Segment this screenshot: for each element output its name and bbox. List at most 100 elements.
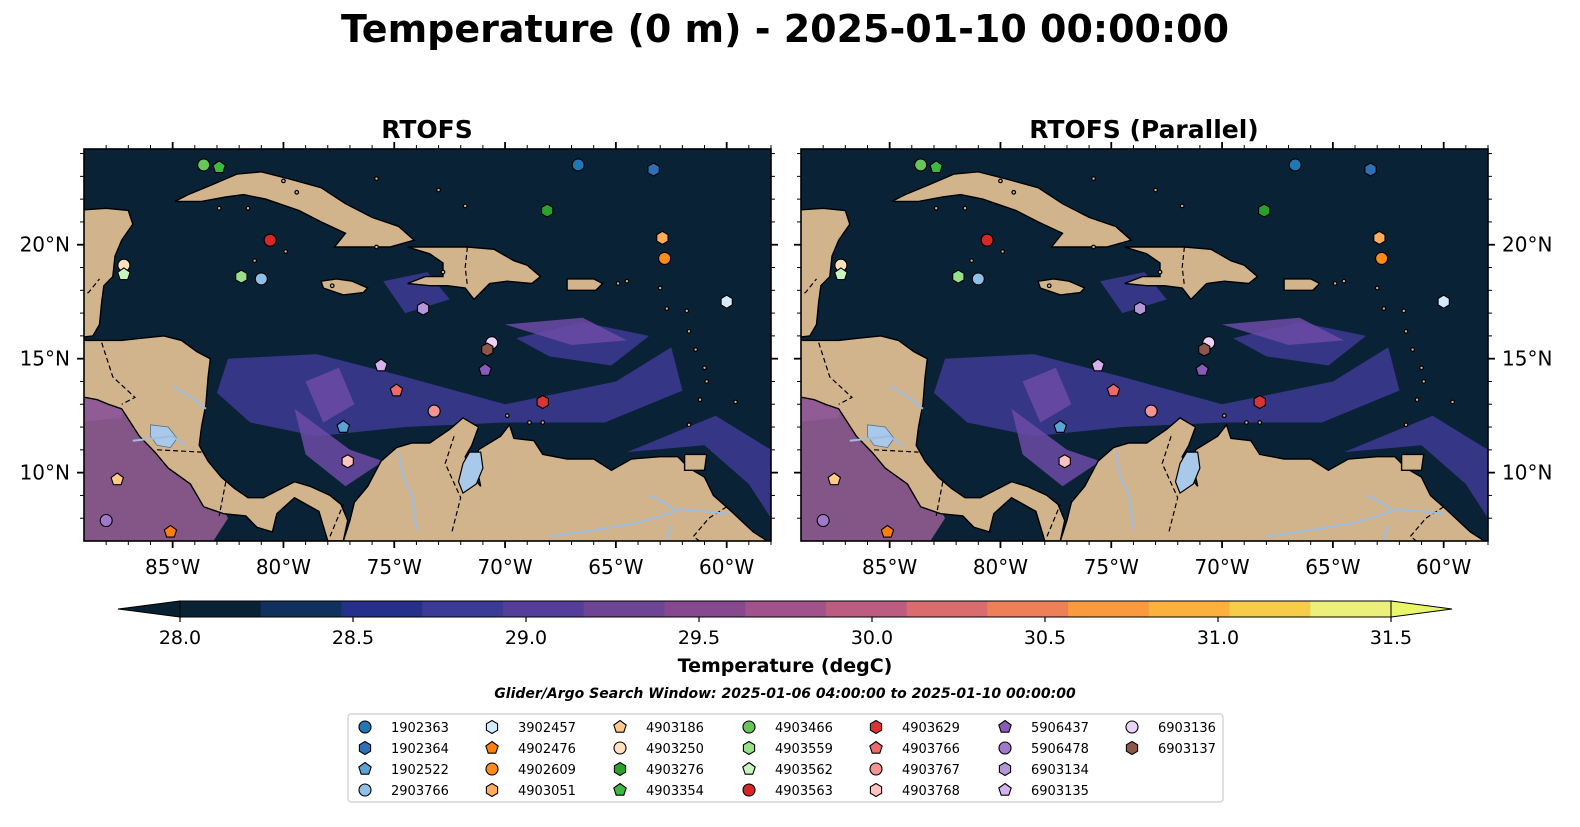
legend-label: 1902364 bbox=[391, 742, 449, 757]
float-marker-2903766[interactable] bbox=[254, 272, 268, 286]
float-marker-4903767[interactable] bbox=[1144, 404, 1158, 418]
float-marker-4903354[interactable] bbox=[929, 160, 943, 174]
lon-tick-label: 65°W bbox=[588, 555, 643, 579]
float-marker-5906437[interactable] bbox=[1195, 362, 1209, 376]
float-marker-4903563[interactable] bbox=[263, 233, 277, 247]
float-marker-3902457[interactable] bbox=[720, 294, 733, 309]
float-marker-4903768[interactable] bbox=[341, 454, 354, 469]
float-marker-4903276[interactable] bbox=[541, 203, 554, 218]
map-panel-rtofs[interactable]: 85°W 80°W 75°W 70°W 65°W 60°W 20°N 15°N 10°N bbox=[20, 133, 778, 579]
float-marker-4902476[interactable] bbox=[163, 524, 178, 538]
float-marker-4903766[interactable] bbox=[1106, 383, 1121, 397]
small-island bbox=[1419, 365, 1424, 371]
small-island bbox=[245, 205, 251, 211]
float-marker-1902363[interactable] bbox=[571, 158, 585, 172]
small-island bbox=[440, 269, 446, 275]
float-marker-1902522[interactable] bbox=[1053, 419, 1068, 433]
legend-item: 4903466 bbox=[742, 720, 833, 736]
small-island bbox=[733, 399, 738, 405]
legend-marker-1902363 bbox=[358, 720, 372, 734]
island-cuba bbox=[891, 171, 1133, 248]
float-marker-1902522[interactable] bbox=[336, 419, 351, 433]
small-island bbox=[1257, 420, 1263, 425]
small-island bbox=[684, 308, 690, 314]
float-marker-4902476[interactable] bbox=[880, 524, 895, 538]
legend-marker-4902476 bbox=[485, 740, 499, 754]
float-marker-4902609[interactable] bbox=[1375, 251, 1389, 265]
legend-marker-6903134 bbox=[998, 761, 1012, 777]
legend-marker-5906478 bbox=[998, 741, 1012, 755]
float-marker-4903562[interactable] bbox=[834, 267, 848, 281]
float-marker-1902363[interactable] bbox=[1288, 158, 1302, 172]
float-marker-4903766[interactable] bbox=[389, 383, 404, 397]
float-marker-6903137[interactable] bbox=[1198, 342, 1211, 357]
legend-item: 4903354 bbox=[613, 782, 704, 799]
float-marker-5906478[interactable] bbox=[816, 513, 830, 528]
colorbar-segment bbox=[422, 601, 504, 617]
float-marker-1902364[interactable] bbox=[647, 162, 660, 177]
axis-ticks bbox=[77, 142, 778, 548]
small-island bbox=[1403, 422, 1409, 428]
float-marker-4903562[interactable] bbox=[117, 267, 131, 281]
float-marker-1902364[interactable] bbox=[1364, 162, 1377, 177]
border-line bbox=[1181, 246, 1185, 286]
small-island bbox=[436, 187, 441, 193]
small-island bbox=[998, 178, 1003, 184]
float-marker-5906437[interactable] bbox=[478, 362, 492, 376]
float-marker-4903563[interactable] bbox=[980, 233, 994, 247]
small-island bbox=[1332, 281, 1338, 286]
landmass-yucatan bbox=[84, 207, 134, 338]
lon-tick-label: 60°W bbox=[699, 555, 754, 579]
float-marker-4902609[interactable] bbox=[658, 251, 672, 265]
float-marker-4903629[interactable] bbox=[536, 394, 549, 410]
lon-tick-label: 70°W bbox=[1194, 555, 1249, 579]
float-marker-6903135[interactable] bbox=[374, 358, 388, 372]
float-marker-6903134[interactable] bbox=[1133, 301, 1147, 316]
legend-item: 4903559 bbox=[742, 740, 833, 757]
float-marker-4903276[interactable] bbox=[1258, 203, 1271, 218]
float-marker-4903768[interactable] bbox=[1058, 454, 1071, 469]
float-marker-2903766[interactable] bbox=[971, 272, 985, 286]
river-line bbox=[1382, 524, 1390, 541]
river-line bbox=[665, 524, 673, 541]
river-line bbox=[648, 494, 677, 513]
float-marker-4903466[interactable] bbox=[197, 158, 211, 172]
border-line bbox=[818, 342, 854, 405]
legend-label: 4903767 bbox=[902, 763, 960, 778]
sst-region bbox=[505, 317, 627, 345]
float-marker-4903559[interactable] bbox=[235, 269, 248, 284]
float-marker-4903051[interactable] bbox=[656, 230, 669, 246]
island-jamaica bbox=[320, 278, 369, 296]
float-marker-4903051[interactable] bbox=[1373, 230, 1386, 246]
colorbar-tick-label: 31.0 bbox=[1197, 627, 1239, 649]
colorbar-tick-label: 30.0 bbox=[851, 627, 893, 649]
small-island bbox=[527, 420, 532, 425]
legend-label: 6903136 bbox=[1158, 721, 1216, 736]
float-marker-3902457[interactable] bbox=[1437, 294, 1450, 309]
lon-tick-label: 60°W bbox=[1416, 555, 1471, 579]
legend-marker-2903766 bbox=[358, 783, 372, 797]
float-marker-6903134[interactable] bbox=[416, 301, 430, 316]
small-island bbox=[1091, 244, 1096, 250]
float-marker-5906478[interactable] bbox=[99, 513, 113, 528]
float-marker-6903137[interactable] bbox=[481, 342, 494, 357]
float-marker-4903186[interactable] bbox=[827, 472, 842, 486]
map-panel-rtofs-parallel[interactable]: 85°W 80°W 75°W 70°W 65°W 60°W 20°N 15°N 10°N bbox=[790, 133, 1553, 579]
river-line bbox=[132, 435, 187, 447]
float-marker-4903186[interactable] bbox=[110, 472, 125, 486]
float-legend: 1902363 1902364 1902522 2903766 3902457 49024… bbox=[347, 713, 1224, 803]
float-marker-4903466[interactable] bbox=[914, 158, 928, 172]
float-marker-6903135[interactable] bbox=[1091, 358, 1105, 372]
float-marker-4903354[interactable] bbox=[212, 160, 226, 174]
lat-tick-label: 10°N bbox=[1502, 461, 1552, 485]
colorbar-label: Temperature (degC) bbox=[678, 655, 893, 677]
float-marker-4903767[interactable] bbox=[427, 404, 441, 418]
lake-maracaibo bbox=[457, 451, 484, 495]
legend-label: 4902476 bbox=[518, 742, 576, 757]
colorbar-segment bbox=[1310, 601, 1392, 617]
legend-label: 1902363 bbox=[391, 721, 449, 736]
float-marker-4903629[interactable] bbox=[1253, 394, 1266, 410]
small-island bbox=[697, 397, 703, 403]
float-marker-4903559[interactable] bbox=[952, 269, 965, 284]
search-window-text: Glider/Argo Search Window: 2025-01-06 04… bbox=[494, 686, 1076, 702]
